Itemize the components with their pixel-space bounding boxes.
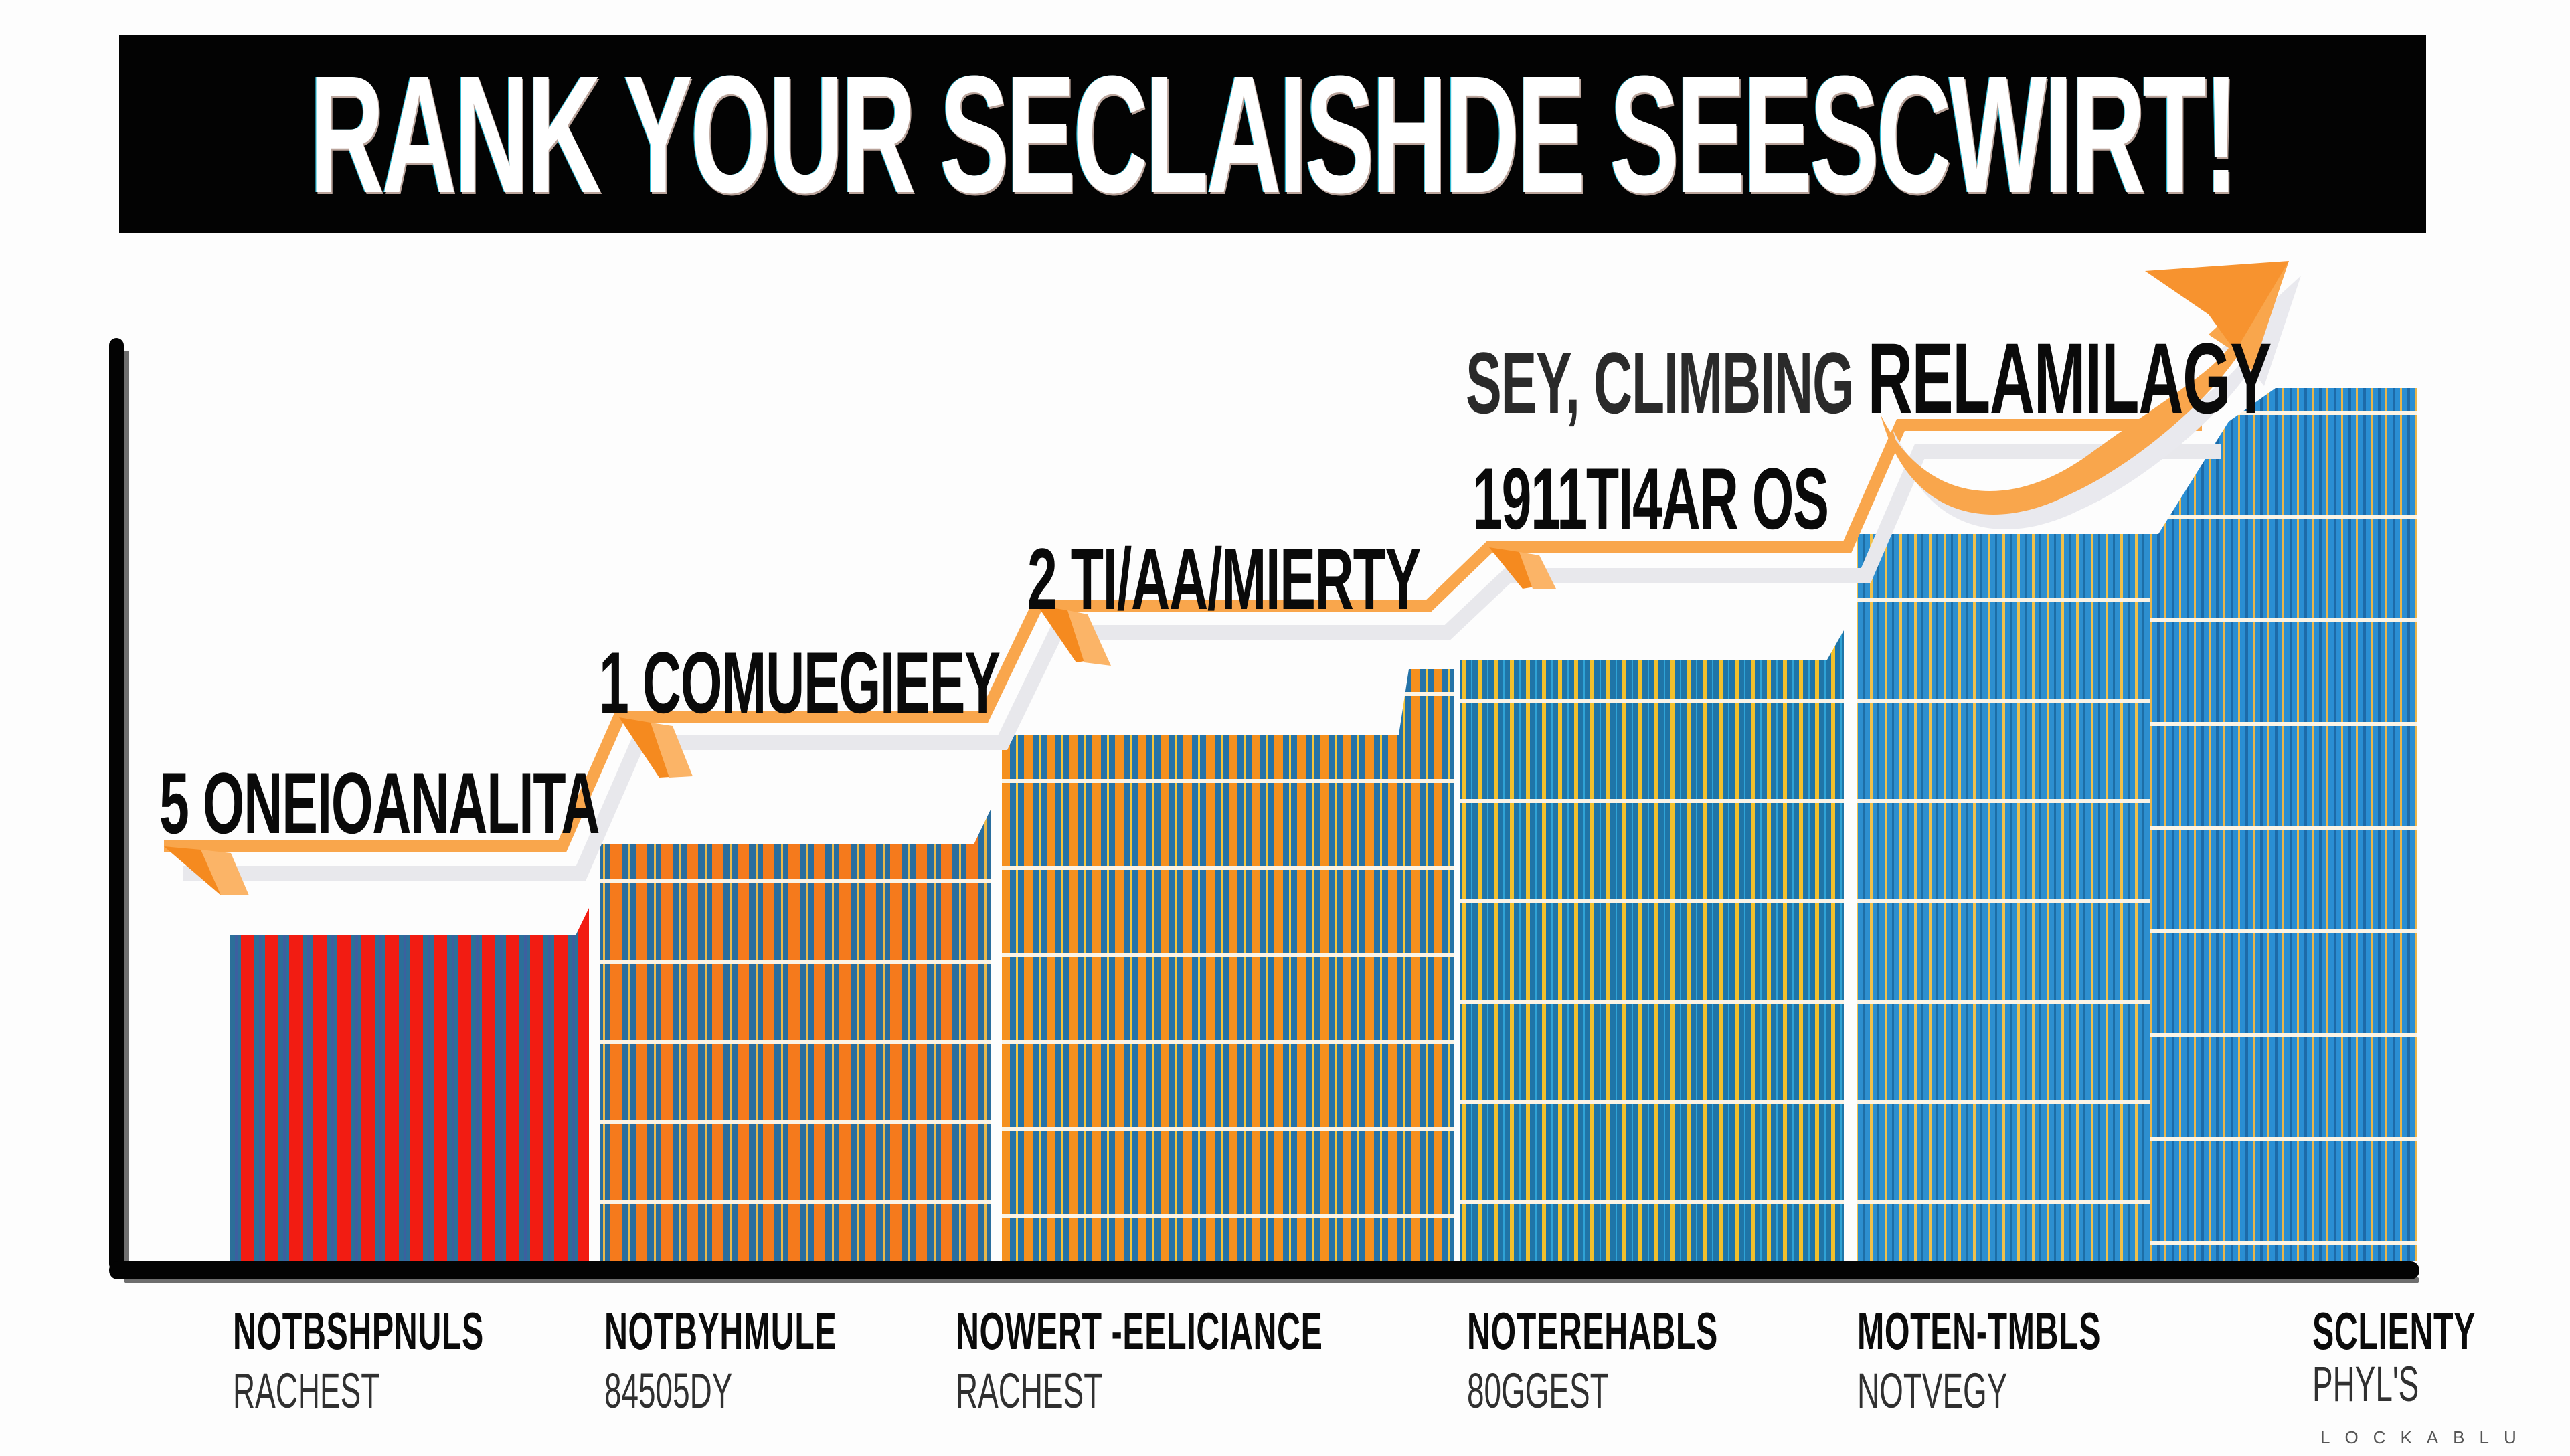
trend-arrow-icon [1881, 261, 2301, 529]
headline-part-2: RELAMILAGY [1867, 322, 2272, 434]
step-label-4: 1911TI4AR OS [1472, 450, 1829, 547]
watermark: LOCKABLU [2320, 1427, 2531, 1447]
axes [109, 338, 2419, 1283]
bar-1 [230, 908, 589, 1261]
x-label-3: NOWERT -EELICIANCE RACHEST [956, 1301, 1323, 1419]
bar-3 [1002, 669, 1454, 1261]
bar-5 [1857, 534, 2150, 1261]
x-label-5: MOTEN-TMBLS NOTVEGY [1857, 1301, 2102, 1419]
step-label-3: 2 TI/AA/MIERTY [1027, 530, 1421, 628]
bars [230, 388, 2417, 1265]
x-label-6: SCLIENTY PHYL'S [2312, 1301, 2476, 1412]
x-label-2: NOTBYHMULE 84505DY [604, 1301, 837, 1419]
x-axis [109, 1261, 2419, 1279]
step-label-1: 5 ONEIOANALITA [159, 754, 600, 852]
x-label-4: NOTEREHABLS 80GGEST [1467, 1301, 1718, 1419]
bar-4 [1460, 630, 1844, 1261]
y-axis [109, 338, 124, 1271]
x-label-1: NOTBSHPNULS RACHEST [233, 1301, 484, 1419]
headline-part-1: SEY, CLIMBING [1466, 334, 1868, 432]
trend-step-line [164, 419, 2221, 895]
bar-2 [600, 810, 991, 1261]
step-label-2: 1 COMUEGIEEY [599, 634, 1001, 731]
title-banner: RANK YOUR SECLAISHDE SEESCWIRT! [119, 35, 2426, 233]
bar-6 [2150, 388, 2417, 1261]
y-axis-shadow [124, 351, 129, 1268]
chart-title: RANK YOUR SECLAISHDE SEESCWIRT! [309, 40, 2238, 227]
headline-label: SEY, CLIMBING RELAMILAGY [1466, 328, 2272, 428]
